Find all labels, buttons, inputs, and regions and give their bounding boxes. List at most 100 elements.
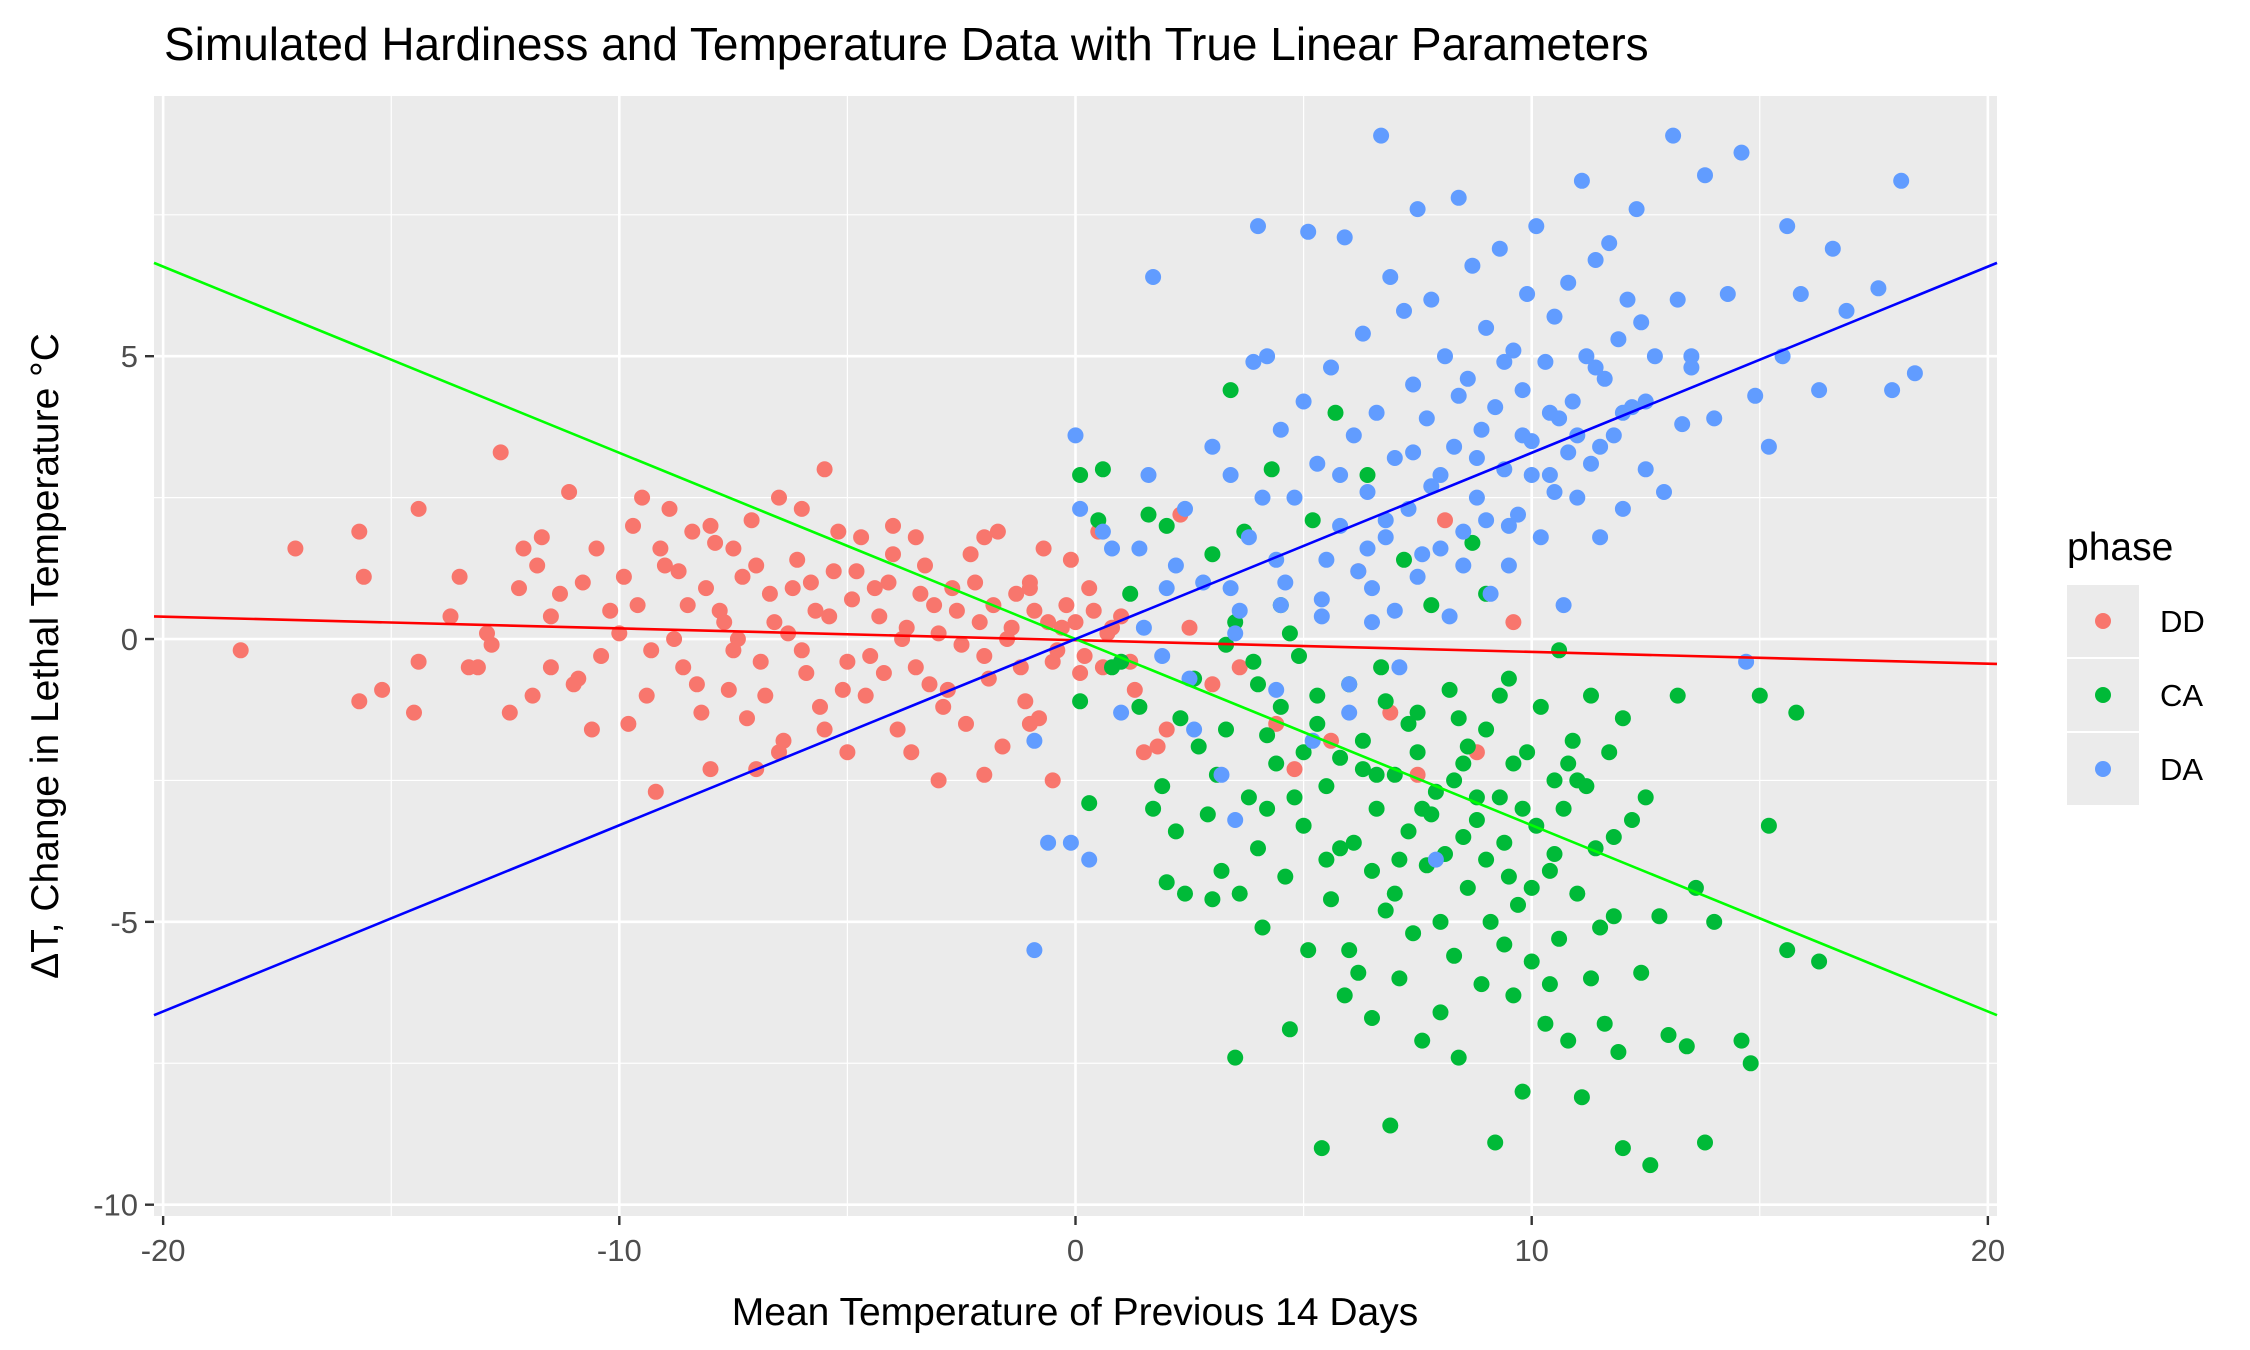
point-dd <box>1437 512 1453 529</box>
point-da <box>1569 489 1586 506</box>
point-ca <box>1072 693 1089 710</box>
point-ca <box>1733 1032 1750 1049</box>
point-ca <box>1332 840 1349 857</box>
point-dd <box>574 574 591 591</box>
point-da <box>1026 732 1043 749</box>
point-da <box>1323 359 1339 376</box>
point-da <box>1646 348 1663 365</box>
point-ca <box>1204 891 1221 908</box>
point-da <box>1432 540 1449 557</box>
point-ca <box>1172 710 1189 727</box>
point-dd <box>501 704 518 721</box>
point-ca <box>1459 738 1476 755</box>
point-ca <box>1254 919 1271 936</box>
point-dd <box>469 659 486 676</box>
point-dd <box>734 568 751 585</box>
point-dd <box>816 721 833 738</box>
point-da <box>1113 704 1130 721</box>
point-da <box>1409 201 1426 218</box>
legend-label-dd: DD <box>2160 604 2205 639</box>
point-ca <box>1332 749 1349 766</box>
point-dd <box>1181 619 1198 636</box>
point-dd <box>647 783 664 800</box>
point-dd <box>1003 619 1020 636</box>
point-da <box>1532 529 1549 546</box>
point-ca <box>1414 800 1431 817</box>
point-da <box>1272 597 1289 614</box>
point-dd <box>1008 585 1025 602</box>
point-ca <box>1364 1010 1380 1026</box>
point-dd <box>866 580 883 597</box>
point-ca <box>1706 913 1723 930</box>
point-da <box>1482 585 1499 602</box>
point-da <box>1674 416 1691 433</box>
point-da <box>1564 393 1581 410</box>
point-da <box>1377 529 1394 546</box>
point-da <box>1683 359 1700 376</box>
point-ca <box>1423 597 1440 614</box>
point-ca <box>1468 812 1485 828</box>
point-dd <box>351 693 368 710</box>
point-ca <box>1482 913 1499 930</box>
point-dd <box>1126 681 1143 698</box>
point-ca <box>1455 755 1472 772</box>
point-dd <box>666 631 683 647</box>
point-ca <box>1154 778 1171 795</box>
point-da <box>1300 223 1317 240</box>
point-da <box>1432 467 1449 483</box>
point-ca <box>1396 551 1412 568</box>
point-dd <box>542 608 559 625</box>
point-da <box>1222 467 1239 483</box>
point-dd <box>670 563 687 580</box>
point-dd <box>967 574 984 591</box>
y-tick-label: 0 <box>121 622 138 657</box>
point-dd <box>848 563 865 580</box>
point-dd <box>533 529 550 546</box>
point-ca <box>1122 585 1139 602</box>
point-dd <box>442 608 459 625</box>
point-da <box>1313 591 1330 608</box>
point-ca <box>1113 653 1130 670</box>
point-dd <box>853 529 870 546</box>
point-da <box>1601 235 1618 252</box>
point-da <box>1254 489 1271 506</box>
chart-title: Simulated Hardiness and Temperature Data… <box>164 18 1649 70</box>
x-tick-label: -20 <box>141 1233 186 1268</box>
point-da <box>1081 851 1098 868</box>
point-da <box>1135 619 1152 636</box>
point-dd <box>511 580 527 597</box>
point-da <box>1450 387 1467 404</box>
point-dd <box>1231 659 1248 676</box>
point-dd <box>976 766 993 783</box>
point-dd <box>1076 648 1093 664</box>
point-da <box>1592 438 1609 455</box>
point-da <box>1067 427 1084 444</box>
point-da <box>1779 218 1796 235</box>
point-dd <box>971 614 988 631</box>
point-ca <box>1551 642 1568 659</box>
point-ca <box>1614 1140 1631 1157</box>
point-ca <box>1377 902 1394 919</box>
point-ca <box>1551 930 1568 947</box>
point-dd <box>907 529 924 546</box>
point-ca <box>1446 947 1463 964</box>
point-da <box>1541 467 1558 483</box>
legend-title: phase <box>2067 526 2173 569</box>
point-da <box>1368 404 1385 421</box>
point-ca <box>1277 868 1294 885</box>
point-da <box>1592 529 1609 546</box>
point-dd <box>812 698 828 715</box>
point-dd <box>830 523 847 540</box>
point-dd <box>620 715 637 732</box>
point-da <box>1555 597 1572 614</box>
point-dd <box>1135 744 1152 761</box>
point-da <box>1222 580 1239 597</box>
point-da <box>1633 314 1650 331</box>
point-da <box>1578 348 1595 365</box>
point-dd <box>1021 715 1038 732</box>
point-ca <box>1364 862 1380 879</box>
point-da <box>1560 274 1577 291</box>
point-ca <box>1227 1049 1244 1066</box>
point-dd <box>698 580 714 597</box>
point-ca <box>1610 1044 1627 1060</box>
